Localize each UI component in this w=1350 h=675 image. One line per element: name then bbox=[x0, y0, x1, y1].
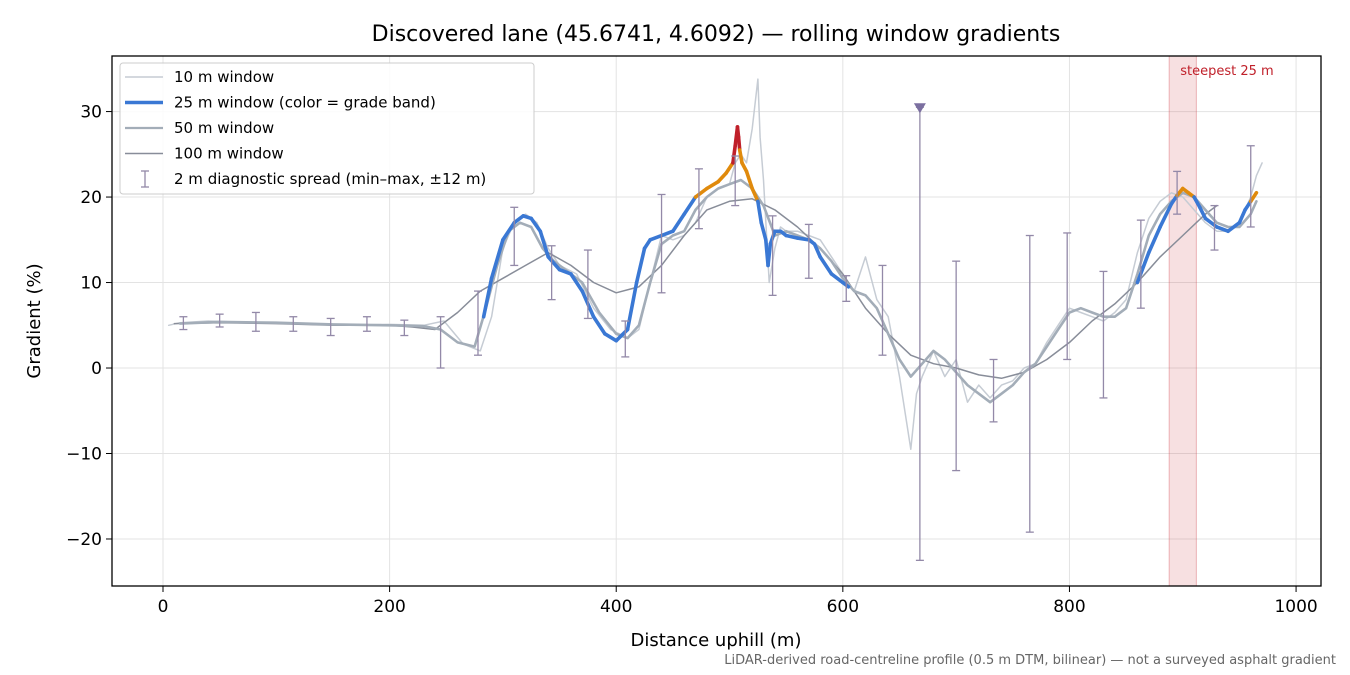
x-tick-label: 800 bbox=[1053, 597, 1085, 617]
series-25m-segment bbox=[625, 280, 639, 332]
series-25m-segment bbox=[693, 186, 709, 199]
series-25m-segment bbox=[812, 242, 822, 259]
footnote: LiDAR-derived road-centreline profile (0… bbox=[724, 653, 1336, 668]
series-25m-segment bbox=[1248, 190, 1259, 204]
series-25m-segment bbox=[481, 276, 494, 319]
legend-label: 100 m window bbox=[174, 145, 284, 163]
x-tick-label: 600 bbox=[827, 597, 859, 617]
x-tick-label: 400 bbox=[600, 597, 632, 617]
series-25m-segment bbox=[750, 186, 760, 204]
series-25m-segment bbox=[512, 214, 526, 225]
series-25m-segment bbox=[705, 179, 720, 191]
series-25m-segment bbox=[1214, 225, 1230, 234]
x-tick-label: 1000 bbox=[1274, 597, 1317, 617]
series-25m-segment bbox=[766, 242, 773, 268]
series-25m-segment bbox=[731, 143, 737, 165]
series-25m-segment bbox=[716, 171, 728, 184]
series-25m-segment bbox=[784, 233, 800, 240]
series-25m-segment bbox=[634, 246, 647, 285]
steepest-annotation: steepest 25 m bbox=[1180, 64, 1273, 79]
legend: 10 m window 25 m window (color = grade ba… bbox=[119, 62, 535, 195]
series-25m-segment bbox=[1226, 220, 1242, 234]
series-50m-line bbox=[178, 178, 1258, 404]
series-25m-segment bbox=[659, 229, 675, 238]
series-25m-segment bbox=[724, 161, 735, 175]
series-25m-segment bbox=[744, 169, 754, 191]
y-tick-label: 0 bbox=[91, 359, 102, 379]
series-25m-segment bbox=[1197, 205, 1208, 221]
x-axis-label: Distance uphill (m) bbox=[631, 630, 802, 651]
legend-label: 2 m diagnostic spread (min–max, ±12 m) bbox=[174, 170, 486, 188]
chart-title: Discovered lane (45.6741, 4.6092) — roll… bbox=[372, 22, 1061, 47]
highlight-band bbox=[1168, 55, 1197, 587]
series-25m-segment bbox=[1192, 195, 1202, 210]
legend-box bbox=[119, 62, 535, 195]
series-25m-segment bbox=[1237, 208, 1247, 225]
series-25m-segment bbox=[1146, 225, 1162, 255]
series-25m-segment bbox=[489, 237, 505, 281]
series-25m-segment bbox=[736, 135, 742, 152]
series-25m-segment bbox=[529, 216, 543, 234]
axis-ticks: 0 200 400 600 800 1000 −20 −10 0 10 20 30 bbox=[66, 103, 1318, 617]
error-bar-peak-marker bbox=[913, 103, 926, 114]
series-25m-segment bbox=[591, 314, 607, 336]
series-25m-segment bbox=[759, 220, 768, 242]
series-25m-segment bbox=[1158, 202, 1174, 229]
plot-frame bbox=[111, 55, 1322, 587]
series-100m-line bbox=[173, 198, 1218, 380]
series-25m-segment bbox=[603, 332, 619, 343]
legend-label: 25 m window (color = grade band) bbox=[174, 94, 436, 112]
series-25m-segment bbox=[648, 233, 664, 242]
y-tick-label: 30 bbox=[80, 103, 102, 123]
series-25m-segment bbox=[818, 255, 834, 276]
y-axis-label: Gradient (%) bbox=[24, 263, 45, 378]
series-25m-segment bbox=[795, 236, 811, 242]
x-tick-label: 200 bbox=[373, 597, 405, 617]
series-25m-segment bbox=[682, 195, 698, 216]
y-tick-label: 10 bbox=[80, 274, 102, 294]
x-tick-label: 0 bbox=[158, 597, 169, 617]
series-25m-segment bbox=[737, 148, 744, 165]
series-25m-segment bbox=[671, 212, 687, 234]
series-25m-segment bbox=[1135, 250, 1151, 285]
y-tick-label: 20 bbox=[80, 188, 102, 208]
series-25m-segment bbox=[538, 229, 551, 259]
y-tick-label: −20 bbox=[66, 530, 102, 550]
series-25m-segment bbox=[501, 220, 517, 242]
series-25m-segment bbox=[546, 255, 562, 272]
series-25m-segment bbox=[569, 272, 585, 293]
series-25m-segment bbox=[557, 267, 573, 276]
series-25m-segment bbox=[756, 199, 764, 225]
y-tick-label: −10 bbox=[66, 445, 102, 465]
error-bar-layer bbox=[179, 103, 1255, 562]
series-25m-segment bbox=[829, 272, 845, 285]
legend-label: 50 m window bbox=[174, 119, 274, 137]
steepest-band bbox=[1168, 55, 1197, 587]
legend-label: 10 m window bbox=[174, 68, 274, 86]
series-layer bbox=[167, 78, 1263, 450]
